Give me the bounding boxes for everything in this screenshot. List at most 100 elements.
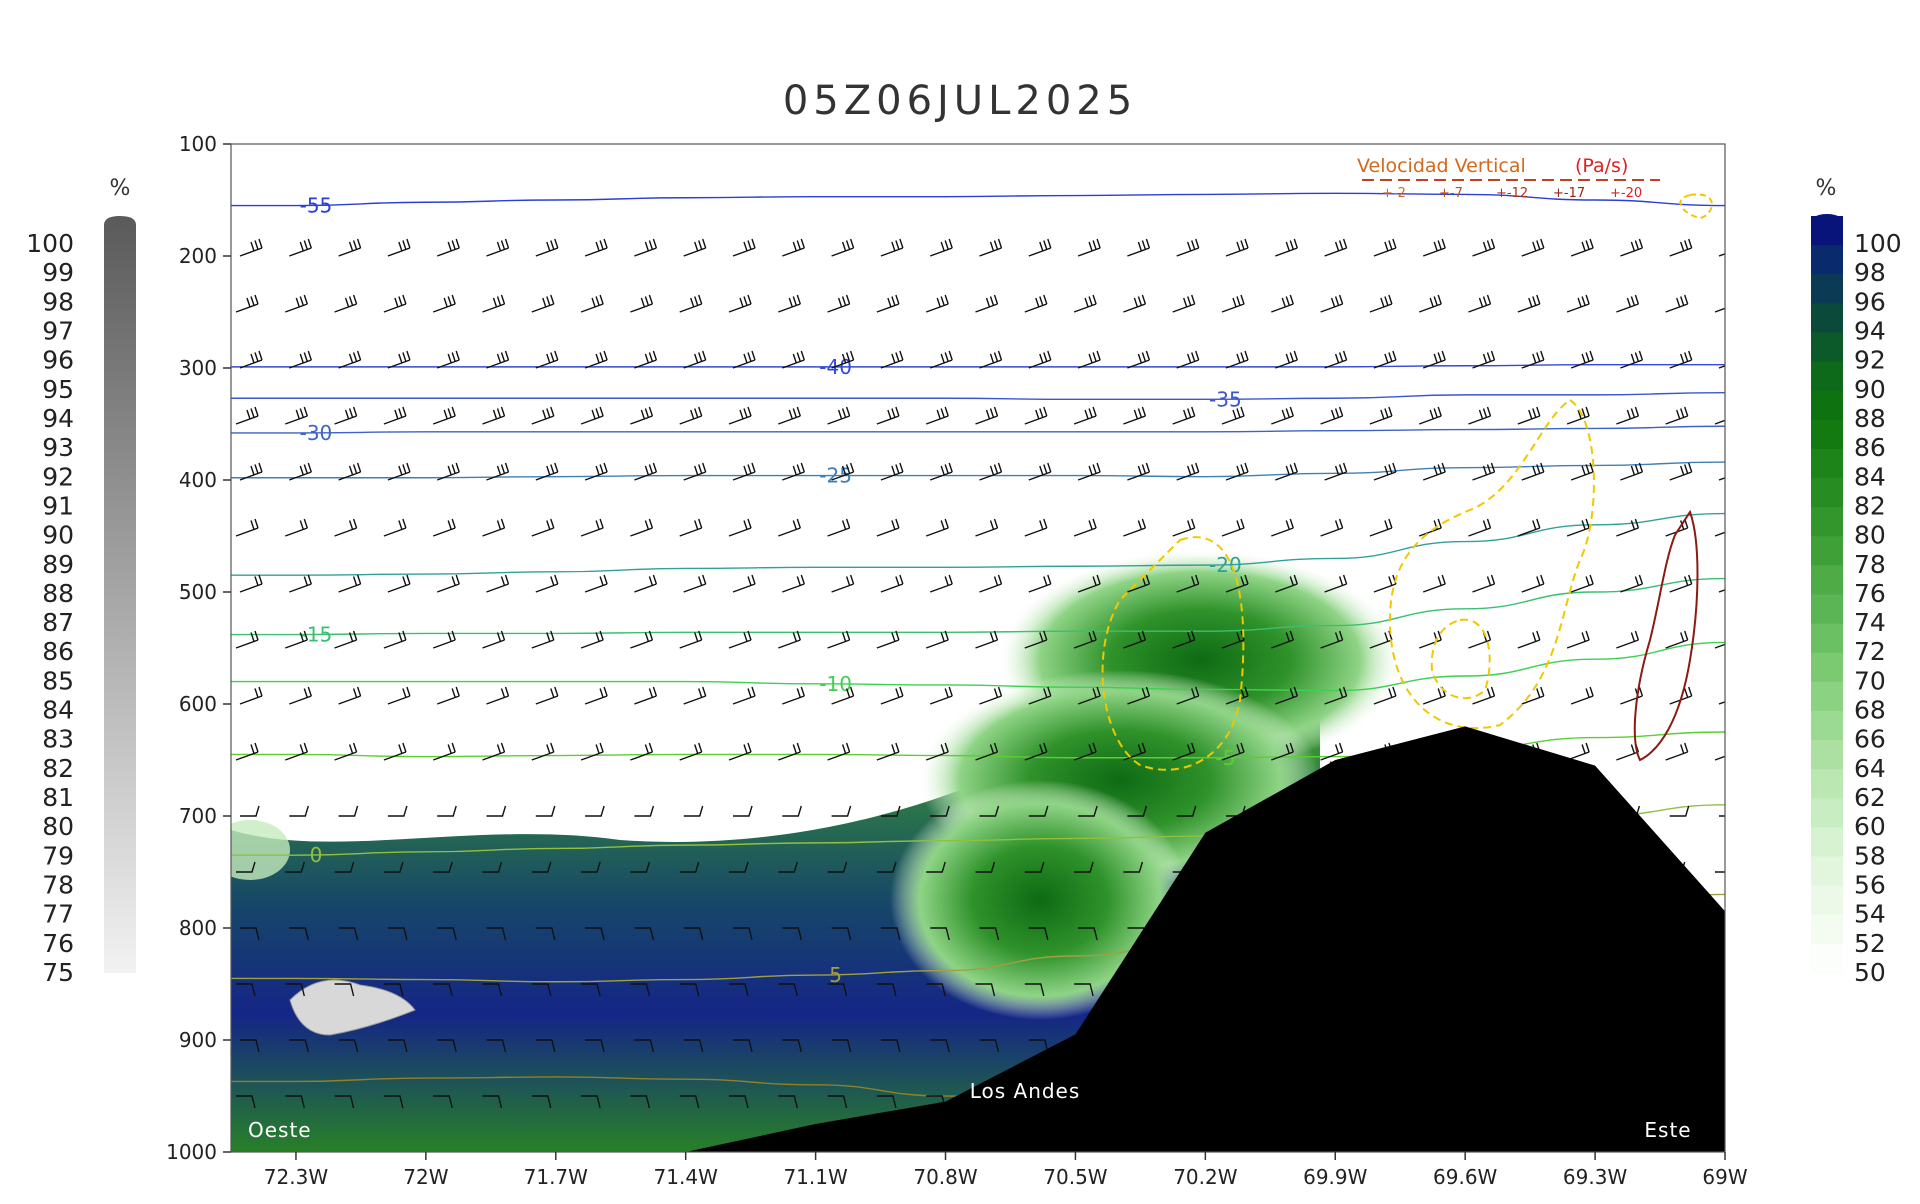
- wind-barb: [482, 518, 506, 537]
- wind-barb: [1123, 294, 1147, 313]
- wind-barb: [240, 805, 260, 817]
- right-colorbar-label: 76: [1854, 579, 1886, 608]
- wind-barb: [1123, 518, 1147, 537]
- y-tick-label: 1000: [166, 1140, 217, 1164]
- right-colorbar-unit: %: [1816, 176, 1837, 201]
- right-colorbar-label: 82: [1854, 491, 1886, 520]
- wind-barb: [436, 462, 460, 481]
- wind-barb: [432, 294, 456, 313]
- wind-barb: [338, 238, 362, 257]
- wind-barb: [535, 686, 559, 705]
- right-colorbar-swatch: [1811, 303, 1843, 333]
- wind-barb: [1271, 742, 1294, 761]
- wind-barb: [338, 686, 362, 705]
- right-colorbar-swatch: [1811, 594, 1843, 625]
- wind-barb: [728, 294, 752, 313]
- wind-barb: [581, 1095, 601, 1109]
- wind-barb: [289, 350, 312, 369]
- right-colorbar-swatch: [1811, 856, 1843, 887]
- wind-barb: [929, 350, 953, 369]
- wind-barb: [239, 350, 263, 369]
- wind-barb: [338, 350, 362, 369]
- right-colorbar-cap: [1811, 214, 1843, 230]
- wind-barb: [782, 350, 805, 369]
- wind-barb: [535, 805, 556, 817]
- wind-barb: [531, 742, 555, 761]
- contour-line: [231, 461, 1725, 479]
- wind-barb: [1324, 462, 1348, 481]
- wind-barb: [1418, 294, 1442, 313]
- wind-barb: [1566, 406, 1590, 425]
- left-colorbar-label: 87: [42, 608, 74, 637]
- wind-barb: [437, 1039, 457, 1053]
- wind-barb: [778, 983, 798, 997]
- wind-barb: [880, 927, 901, 941]
- left-colorbar-label: 96: [42, 346, 74, 375]
- contour-line: [231, 391, 1725, 401]
- left-colorbar-bar: [104, 216, 136, 973]
- wind-barb: [1077, 574, 1101, 593]
- wind-barb: [1517, 406, 1541, 425]
- wind-barb: [383, 861, 404, 873]
- wind-barb: [1665, 406, 1689, 425]
- left-colorbar-label: 89: [42, 550, 74, 579]
- wind-barb: [1073, 406, 1097, 425]
- wind-barb: [289, 238, 312, 257]
- wind-barb: [1275, 238, 1298, 257]
- contour-label: -25: [819, 464, 852, 488]
- contour-line: [231, 641, 1725, 692]
- y-tick-label: 100: [179, 132, 217, 156]
- wind-barb: [778, 742, 801, 761]
- wind-barb: [683, 927, 704, 941]
- wind-barb: [437, 927, 457, 941]
- wind-barb: [285, 861, 305, 873]
- wind-barb: [880, 238, 904, 257]
- wind-barb: [236, 1095, 256, 1109]
- wind-barb: [334, 983, 355, 997]
- left-colorbar-label: 88: [42, 579, 74, 608]
- wind-barb: [531, 630, 555, 649]
- wind-barb: [876, 1095, 897, 1109]
- y-tick-label: 900: [179, 1028, 217, 1052]
- wind-barb: [634, 927, 655, 941]
- wind-barb: [584, 462, 608, 481]
- wind-barb: [733, 1039, 753, 1053]
- left-colorbar-label: 85: [42, 666, 74, 695]
- right-colorbar-swatch: [1811, 448, 1843, 479]
- wind-barb: [1172, 742, 1196, 761]
- wind-barb: [876, 983, 897, 997]
- wind-barb: [436, 350, 460, 369]
- wind-barb: [387, 350, 411, 369]
- x-tick-label: 69.9W: [1303, 1165, 1368, 1189]
- right-colorbar-label: 98: [1854, 258, 1886, 287]
- wind-barb: [585, 805, 605, 817]
- wind-barb: [728, 518, 752, 537]
- wind-barb: [285, 630, 308, 649]
- wind-barb: [1616, 294, 1640, 313]
- wind-barb: [1221, 406, 1245, 425]
- wind-barb: [1517, 630, 1541, 649]
- wind-barb: [975, 742, 999, 761]
- right-colorbar-label: 72: [1854, 637, 1886, 666]
- wind-barb: [285, 294, 308, 313]
- left-colorbar-label: 75: [42, 958, 74, 987]
- right-colorbar: % 10098969492908886848280787674727068666…: [1811, 176, 1902, 987]
- wind-barb: [1028, 1039, 1049, 1053]
- left-colorbar-label: 100: [26, 229, 74, 258]
- wind-barb: [338, 1039, 359, 1053]
- wind-barb: [383, 983, 404, 997]
- wind-barb: [531, 518, 555, 537]
- wind-barb: [732, 574, 756, 593]
- humidity-shading: [231, 550, 1400, 1152]
- left-colorbar-label: 79: [42, 841, 74, 870]
- wind-barb: [729, 861, 749, 873]
- west-label: Oeste: [248, 1118, 312, 1142]
- wind-barb: [1472, 686, 1496, 705]
- wind-barb: [1620, 574, 1644, 593]
- wind-barb: [585, 927, 605, 941]
- wind-barb: [1718, 589, 1725, 593]
- wind-barb: [778, 406, 801, 425]
- wind-barb: [383, 294, 407, 313]
- wind-barb: [1570, 238, 1594, 257]
- legend-title: Velocidad Vertical: [1357, 155, 1526, 177]
